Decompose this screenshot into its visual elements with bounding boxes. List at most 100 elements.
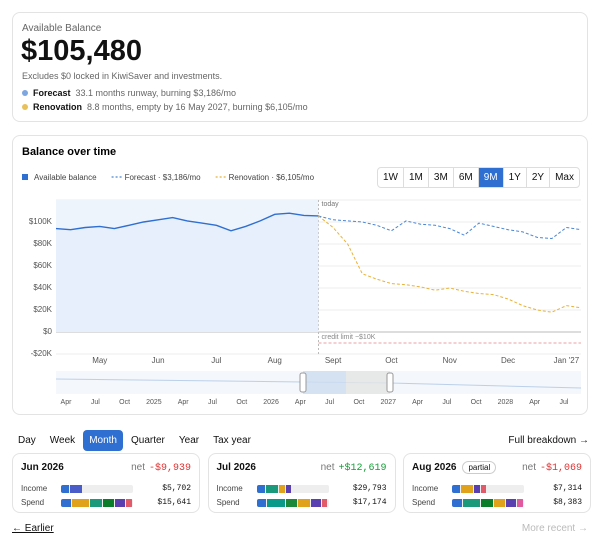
row-amount: $8,383 [553,498,582,507]
month-title: Jul 2026 [217,462,256,473]
navigator-label: Jul [325,399,334,406]
month-title: Aug 2026 partial [412,461,497,474]
range-button[interactable]: 3M [427,168,453,187]
segment [71,498,90,507]
period-tab[interactable]: Day [18,435,36,446]
segment [517,498,523,507]
navigator-label: Oct [236,399,247,406]
navigator-label: Apr [295,399,307,406]
chart: Balance over time -$20K $0 $20K $40K $60K $80… [22,146,582,406]
navigator-label: Apr [178,399,190,406]
period-tab[interactable]: Month [83,430,123,451]
segment [462,498,481,507]
range-button[interactable]: 9M [477,168,503,187]
navigator-label: Jul [208,399,217,406]
chart-card: Balance over time -$20K $0 $20K $40K $60K $80… [12,135,588,415]
segment [126,498,132,507]
navigator-handle [386,372,394,393]
x-tick-label: Sept [325,356,342,365]
range-button[interactable]: 2Y [525,168,549,187]
navigator-label: Oct [353,399,364,406]
navigator-window [346,371,390,394]
flow-bar [452,484,524,493]
navigator-label: 2028 [498,399,514,406]
x-tick-label: Jan '27 [554,356,580,365]
breakdown-link[interactable]: Full breakdown → [508,435,589,446]
net-label: net [131,462,145,473]
flow-row: Spend $15,641 [21,498,191,507]
month-title: Jun 2026 [21,462,64,473]
navigator-label: Jul [91,399,100,406]
x-tick-label: May [92,356,107,365]
scenario-detail: 8.8 months, empty by 16 May 2027, burnin… [87,102,308,112]
segment [61,484,70,493]
range-button[interactable]: Max [549,168,579,187]
legend-label: Available balance [34,173,97,182]
segment [506,498,517,507]
navigator-label: Apr [61,399,73,406]
range-button[interactable]: 6M [452,168,478,187]
month-card: Jul 2026 net +$12,619 Income $29,793 Spend $17… [207,453,396,513]
row-amount: $29,793 [352,484,387,493]
period-tab[interactable]: Week [49,435,76,446]
net-label: net [320,462,335,473]
y-tick-label: $60K [33,261,52,270]
range-button[interactable]: 1Y [502,168,526,187]
navigator-handle [299,372,307,393]
segment [321,498,328,507]
range-button[interactable]: 1W [383,172,398,183]
series-line [318,215,582,313]
row-amount: $15,641 [157,498,191,507]
x-tick-label: Aug [268,356,282,365]
net: net +$12,619 [321,462,387,474]
flow-row: Income $5,702 [21,484,191,493]
segment [298,498,310,507]
flow-row: Income $7,314 [412,484,582,493]
y-tick-label: $0 [43,327,52,336]
segment [310,498,321,507]
row-label: Spend [412,498,436,507]
segment [256,484,265,493]
segment [452,498,462,507]
more-recent-link[interactable]: More recent → [521,523,588,534]
earlier-link[interactable]: ← Earlier [12,523,54,534]
range-buttons: 1W 1M 3M 6M 9M 1Y 2Y Max [377,167,580,188]
period-tab[interactable]: Quarter [130,435,165,446]
row-label: Spend [216,498,240,507]
series-line [55,212,319,232]
navigator-label: 2026 [263,399,279,406]
scenario: Forecast 33.1 months runway, burning $3,1… [22,86,308,100]
month-card: Aug 2026 partial net -$1,069 Income $7,314 Spe… [403,453,591,513]
x-tick-label: Nov [443,356,457,365]
y-tick-label: -$20K [31,349,53,358]
y-tick-label: $100K [29,217,53,226]
navigator-label: Jul [442,399,451,406]
period-tab[interactable]: Year [178,435,200,446]
navigator-label: Jul [560,399,569,406]
segment [115,498,126,507]
segment [70,484,83,493]
dot [22,90,28,96]
navigator-label: Apr [529,399,541,406]
dot [22,104,28,110]
flow-row: Spend $17,174 [217,498,387,507]
row-amount: $7,314 [553,484,582,493]
amount: $105,480 [21,35,142,67]
legend-label: Forecast · $3,186/mo [125,173,202,182]
net-value: +$12,619 [338,463,387,474]
segment [474,484,481,493]
net-value: -$1,069 [539,463,582,474]
period-tab[interactable]: Tax year [213,435,251,446]
segment [481,484,487,493]
navigator-label: Apr [412,399,424,406]
row-label: Income [412,484,439,493]
segment [265,484,278,493]
range-button[interactable]: 1M [403,168,428,187]
scenario-detail: 33.1 months runway, burning $3,186/mo [75,88,236,98]
x-tick-label: Jun [152,356,165,365]
y-tick-label: $20K [33,305,52,314]
month-name: Jun 2026 [21,462,64,473]
flow-row: Income $29,793 [217,484,387,493]
note: Excludes $0 locked in KiwiSaver and inve… [22,71,223,81]
chart-title: Balance over time [22,146,116,158]
